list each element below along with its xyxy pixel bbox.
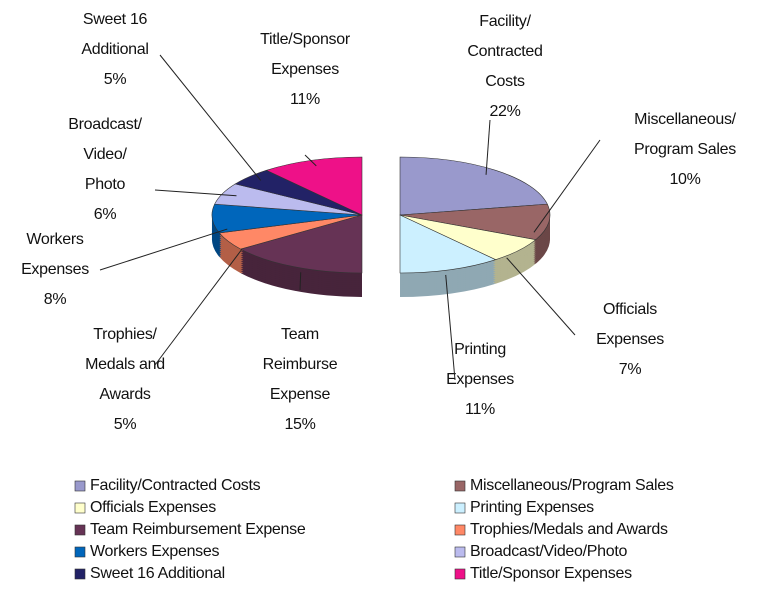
slice-label: Expense [270,386,331,403]
slice-label: Sweet 16 [83,11,148,28]
value-label: 10% [669,171,700,188]
value-label: 7% [619,361,642,378]
legend-swatch [454,524,466,536]
slice-label: Reimburse [263,356,338,373]
slice [239,214,363,274]
leader-line [99,228,228,271]
slice-label: Additional [81,41,148,58]
leader-line [533,139,601,233]
leader-line [304,154,317,167]
value-label: 22% [489,103,520,120]
leader-line [445,274,456,381]
slice-label: Expenses [21,261,89,278]
slice-label: Costs [485,73,525,90]
leader-line [154,249,243,366]
slice-label: Miscellaneous/ [634,111,736,128]
value-label: 11% [290,91,320,108]
slice-label: Expenses [271,61,339,78]
slice-label: Team [281,326,319,343]
legend-label: Workers Expenses [90,543,219,560]
leader-line [159,54,262,181]
slice-label: Expenses [446,371,514,388]
slice-label: Title/Sponsor [260,31,351,48]
slice-label: Facility/ [479,13,531,30]
legend-label: Miscellaneous/Program Sales [470,477,674,494]
legend-label: Team Reimbursement Expense [90,521,306,538]
legend-swatch [74,524,86,536]
legend-swatch [454,568,466,580]
value-label: 11% [465,401,495,418]
slice [399,214,497,274]
slice-label: Expenses [596,331,664,348]
legend-label: Broadcast/Video/Photo [470,543,627,560]
slice-label: Officials [603,301,657,318]
legend-swatch [74,546,86,558]
value-label: 8% [44,291,67,308]
leader-line [154,189,237,197]
slice [399,156,548,216]
leader-line [299,272,302,291]
legend-swatch [454,502,466,514]
legend-swatch [74,480,86,492]
legend-label: Title/Sponsor Expenses [470,565,632,582]
slice-label: Contracted [467,43,542,60]
leader-line [506,257,576,336]
slice-label: Workers [26,231,83,248]
slice-label: Photo [85,176,126,193]
value-label: 15% [284,416,315,433]
leader-line [485,119,491,175]
slice-label: Awards [99,386,151,403]
legend-swatch [454,480,466,492]
slice-label: Video/ [83,146,127,163]
legend-swatch [74,568,86,580]
legend-swatch [454,546,466,558]
legend-label: Sweet 16 Additional [90,565,225,582]
legend-label: Officials Expenses [90,499,216,516]
slice-label: Trophies/ [93,326,157,343]
legend-label: Facility/Contracted Costs [90,477,261,494]
value-label: 6% [94,206,117,223]
legend-swatch [74,502,86,514]
slice [399,203,551,241]
legend-label: Printing Expenses [470,499,594,516]
value-label: 5% [114,416,137,433]
slice-label: Medals and [85,356,165,373]
slice-label: Printing [454,341,506,358]
legend-label: Trophies/Medals and Awards [470,521,668,538]
value-label: 5% [104,71,127,88]
slice-label: Program Sales [634,141,736,158]
slice-label: Broadcast/ [68,116,142,133]
